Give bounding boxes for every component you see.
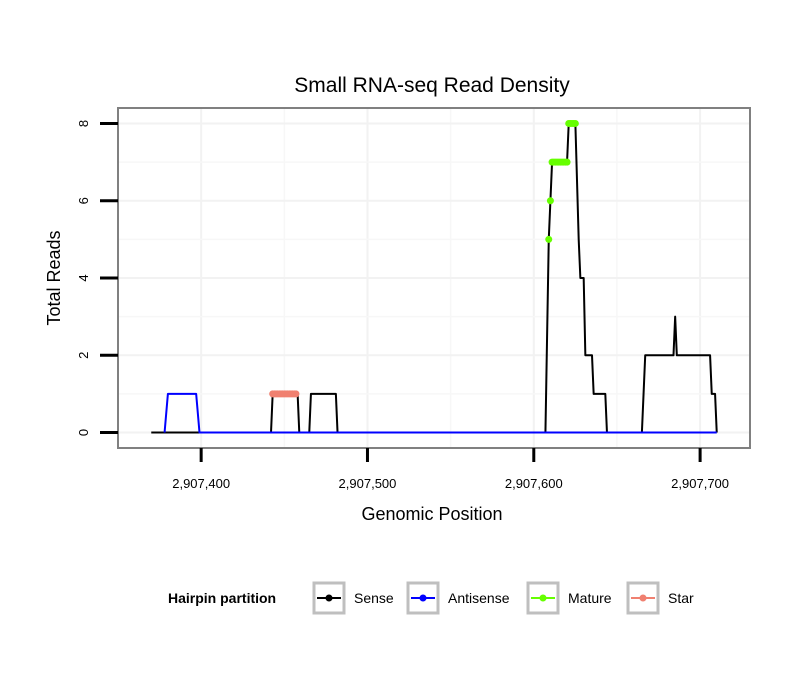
chart-title: Small RNA-seq Read Density <box>294 74 570 97</box>
x-tick-label: 2,907,500 <box>339 476 397 491</box>
mature-point <box>563 158 571 166</box>
series-layer <box>151 119 718 434</box>
y-tick-label: 2 <box>76 352 91 359</box>
x-tick-label: 2,907,600 <box>505 476 563 491</box>
legend-label-sense: Sense <box>354 590 394 606</box>
y-tick-label: 0 <box>76 429 91 436</box>
legend-key-point-star <box>639 594 647 602</box>
x-tick-label: 2,907,400 <box>172 476 230 491</box>
legend-key-point-sense <box>325 594 333 602</box>
legend-label-star: Star <box>668 590 694 606</box>
legend-key-point-mature <box>539 594 547 602</box>
y-tick-label: 6 <box>76 197 91 204</box>
legend-label-mature: Mature <box>568 590 612 606</box>
x-axis-title: Genomic Position <box>361 504 502 524</box>
y-tick-label: 8 <box>76 120 91 127</box>
legend-key-point-antisense <box>419 594 427 602</box>
x-tick-label: 2,907,700 <box>671 476 729 491</box>
mature-point <box>545 235 553 243</box>
y-axis-title: Total Reads <box>44 230 64 325</box>
legend-title: Hairpin partition <box>168 590 276 606</box>
legend: Hairpin partition Sense Antisense Mature St… <box>168 581 694 615</box>
antisense-series-line <box>163 392 717 434</box>
legend-label-antisense: Antisense <box>448 590 510 606</box>
x-axis: 2,907,400 2,907,500 2,907,600 2,907,700 <box>172 448 729 491</box>
y-tick-label: 4 <box>76 274 91 281</box>
sense-series-line <box>151 122 718 434</box>
mature-point <box>546 197 554 205</box>
y-axis: 0 2 4 6 8 <box>76 120 118 436</box>
star-point <box>292 390 300 398</box>
gridlines <box>118 108 750 448</box>
mature-point <box>571 119 579 127</box>
